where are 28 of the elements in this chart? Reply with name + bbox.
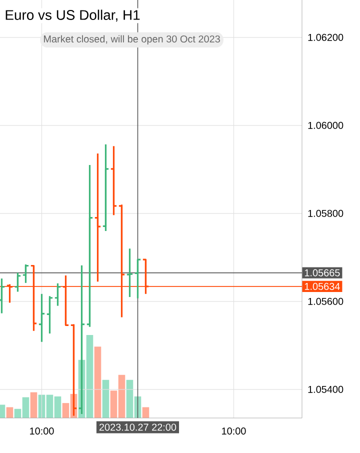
candlestick (46, 295, 54, 334)
candlestick (94, 152, 102, 282)
candlestick (134, 258, 142, 300)
candlestick (102, 144, 110, 232)
bar (102, 380, 110, 418)
x-tick-label: 10:00 (222, 428, 246, 435)
y-tick-label: 1.05800 (308, 210, 344, 217)
bar (6, 407, 14, 418)
candlestick (14, 272, 22, 293)
candlestick (22, 264, 30, 284)
y-tick-label: 1.05400 (308, 386, 344, 393)
bar (94, 346, 102, 418)
bar (30, 392, 38, 418)
candlestick (126, 248, 134, 298)
candlestick (38, 293, 46, 343)
ref-line-label: 1.05634 (304, 282, 340, 290)
ref-line-label: 1.05665 (304, 269, 340, 276)
y-tick-label: 1.06200 (308, 34, 344, 41)
candlestick (54, 282, 62, 307)
ref-line-label: 2023.10.27 22:00 (99, 424, 176, 431)
bar (142, 407, 150, 418)
y-tick-label: 1.06000 (308, 122, 344, 129)
candlestick (110, 145, 118, 216)
x-tick-label: 10:00 (30, 428, 54, 435)
annotation: Market closed, will be open 30 Oct 2023 (44, 35, 220, 44)
candlestick (86, 164, 94, 328)
text: Euro vs US Dollar, H1 (6, 10, 140, 22)
y-tick-label: 1.05600 (308, 298, 344, 305)
